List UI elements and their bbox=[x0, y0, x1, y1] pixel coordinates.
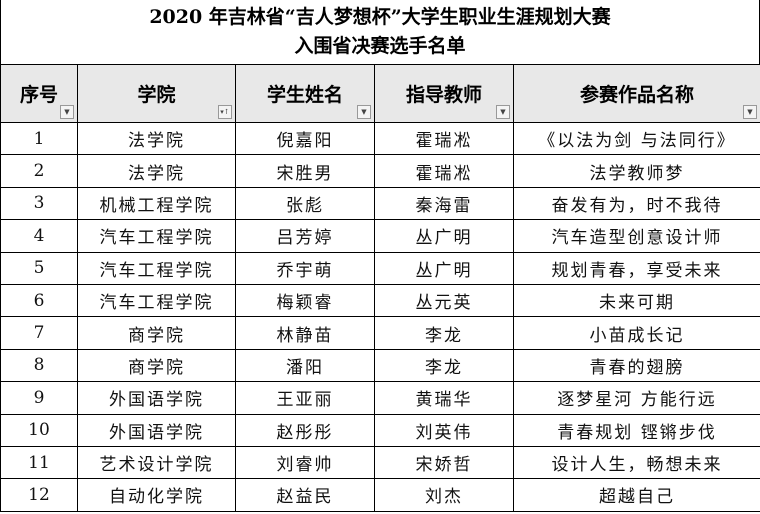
sort-filter-icon[interactable]: ▾↑ bbox=[218, 105, 232, 119]
cell-col-index[interactable]: 8 bbox=[0, 348, 78, 383]
cell-col-index[interactable]: 2 bbox=[0, 154, 78, 188]
header-col-advisor: 指导教师 ▼ bbox=[374, 64, 514, 123]
cell-col-index[interactable]: 1 bbox=[0, 121, 78, 156]
table-row: 1 法学院 倪嘉阳 霍瑞凇 《以法为剑 与法同行》 bbox=[0, 121, 760, 156]
table-row: 2 法学院 宋胜男 霍瑞凇 法学教师梦 bbox=[0, 154, 760, 188]
header-col-index: 序号 ▼ bbox=[0, 64, 78, 123]
table-row: 5 汽车工程学院 乔宇萌 丛广明 规划青春，享受未来 bbox=[0, 251, 760, 285]
cell-col-index[interactable]: 9 bbox=[0, 381, 78, 415]
cell-col-advisor[interactable]: 秦海雷 bbox=[374, 186, 514, 221]
cell-col-advisor[interactable]: 霍瑞凇 bbox=[374, 154, 514, 188]
table-row: 3 机械工程学院 张彪 秦海雷 奋发有为，时不我待 bbox=[0, 186, 760, 221]
cell-col-advisor[interactable]: 丛元英 bbox=[374, 283, 514, 318]
cell-col-student[interactable]: 张彪 bbox=[235, 186, 375, 221]
cell-col-advisor[interactable]: 李龙 bbox=[374, 316, 514, 350]
cell-col-work[interactable]: 逐梦星河 方能行远 bbox=[513, 381, 760, 415]
cell-col-college[interactable]: 汽车工程学院 bbox=[77, 219, 236, 253]
header-row: 序号 ▼ 学院 ▾↑ 学生姓名 ▼ 指导教师 ▼ 参赛作品名称 ▼ bbox=[0, 64, 760, 123]
table-row: 4 汽车工程学院 吕芳婷 丛广明 汽车造型创意设计师 bbox=[0, 219, 760, 253]
cell-col-college[interactable]: 自动化学院 bbox=[77, 478, 236, 512]
cell-col-student[interactable]: 倪嘉阳 bbox=[235, 121, 375, 156]
header-label: 学生姓名 bbox=[266, 84, 343, 106]
header-label: 序号 bbox=[19, 84, 58, 106]
header-col-student: 学生姓名 ▼ bbox=[235, 64, 375, 123]
cell-col-advisor[interactable]: 李龙 bbox=[374, 348, 514, 383]
cell-col-student[interactable]: 赵彤彤 bbox=[235, 413, 375, 447]
cell-col-advisor[interactable]: 刘杰 bbox=[374, 478, 514, 512]
cell-col-work[interactable]: 设计人生，畅想未来 bbox=[513, 445, 760, 480]
cell-col-index[interactable]: 10 bbox=[0, 413, 78, 447]
cell-col-student[interactable]: 潘阳 bbox=[235, 348, 375, 383]
dropdown-arrow-icon[interactable]: ▼ bbox=[496, 105, 510, 119]
cell-col-college[interactable]: 商学院 bbox=[77, 316, 236, 350]
cell-col-advisor[interactable]: 宋娇哲 bbox=[374, 445, 514, 480]
cell-col-work[interactable]: 规划青春，享受未来 bbox=[513, 251, 760, 285]
cell-col-college[interactable]: 法学院 bbox=[77, 121, 236, 156]
cell-col-index[interactable]: 12 bbox=[0, 478, 78, 512]
cell-col-college[interactable]: 外国语学院 bbox=[77, 413, 236, 447]
table-row: 6 汽车工程学院 梅颖睿 丛元英 未来可期 bbox=[0, 283, 760, 318]
cell-col-index[interactable]: 3 bbox=[0, 186, 78, 221]
cell-col-index[interactable]: 4 bbox=[0, 219, 78, 253]
header-col-work: 参赛作品名称 ▼ bbox=[513, 64, 760, 123]
cell-col-college[interactable]: 艺术设计学院 bbox=[77, 445, 236, 480]
table-row: 11 艺术设计学院 刘睿帅 宋娇哲 设计人生，畅想未来 bbox=[0, 445, 760, 480]
cell-col-work[interactable]: 奋发有为，时不我待 bbox=[513, 186, 760, 221]
header-col-college: 学院 ▾↑ bbox=[77, 64, 236, 123]
cell-col-work[interactable]: 青春规划 铿锵步伐 bbox=[513, 413, 760, 447]
cell-col-student[interactable]: 赵益民 bbox=[235, 478, 375, 512]
cell-col-work[interactable]: 法学教师梦 bbox=[513, 154, 760, 188]
cell-col-student[interactable]: 林静苗 bbox=[235, 316, 375, 350]
cell-col-index[interactable]: 6 bbox=[0, 283, 78, 318]
cell-col-college[interactable]: 汽车工程学院 bbox=[77, 251, 236, 285]
title-line-1: 2020 年吉林省“吉人梦想杯”大学生职业生涯规划大赛 bbox=[149, 6, 611, 28]
cell-col-advisor[interactable]: 丛广明 bbox=[374, 251, 514, 285]
dropdown-arrow-icon[interactable]: ▼ bbox=[357, 105, 371, 119]
finalist-table: 序号 ▼ 学院 ▾↑ 学生姓名 ▼ 指导教师 ▼ 参赛作品名称 ▼ 1 法学院 倪嘉阳 霍瑞凇 《以法为剑… bbox=[0, 64, 760, 512]
cell-col-work[interactable]: 《以法为剑 与法同行》 bbox=[513, 121, 760, 156]
table-row: 8 商学院 潘阳 李龙 青春的翅膀 bbox=[0, 348, 760, 383]
table-row: 9 外国语学院 王亚丽 黄瑞华 逐梦星河 方能行远 bbox=[0, 381, 760, 415]
sheet-title: 2020 年吉林省“吉人梦想杯”大学生职业生涯规划大赛 入围省决赛选手名单 bbox=[0, 0, 760, 64]
cell-col-student[interactable]: 吕芳婷 bbox=[235, 219, 375, 253]
dropdown-arrow-icon[interactable]: ▼ bbox=[60, 105, 74, 119]
cell-col-work[interactable]: 青春的翅膀 bbox=[513, 348, 760, 383]
cell-col-work[interactable]: 超越自己 bbox=[513, 478, 760, 512]
cell-col-student[interactable]: 宋胜男 bbox=[235, 154, 375, 188]
cell-col-advisor[interactable]: 黄瑞华 bbox=[374, 381, 514, 415]
table-row: 7 商学院 林静苗 李龙 小苗成长记 bbox=[0, 316, 760, 350]
cell-col-college[interactable]: 汽车工程学院 bbox=[77, 283, 236, 318]
header-label: 参赛作品名称 bbox=[579, 84, 694, 106]
cell-col-student[interactable]: 王亚丽 bbox=[235, 381, 375, 415]
cell-col-index[interactable]: 11 bbox=[0, 445, 78, 480]
cell-col-work[interactable]: 汽车造型创意设计师 bbox=[513, 219, 760, 253]
table-row: 10 外国语学院 赵彤彤 刘英伟 青春规划 铿锵步伐 bbox=[0, 413, 760, 447]
header-label: 学院 bbox=[137, 84, 176, 106]
cell-col-college[interactable]: 商学院 bbox=[77, 348, 236, 383]
cell-col-college[interactable]: 机械工程学院 bbox=[77, 186, 236, 221]
cell-col-advisor[interactable]: 霍瑞凇 bbox=[374, 121, 514, 156]
cell-col-college[interactable]: 法学院 bbox=[77, 154, 236, 188]
dropdown-arrow-icon[interactable]: ▼ bbox=[743, 105, 757, 119]
cell-col-college[interactable]: 外国语学院 bbox=[77, 381, 236, 415]
table-row: 12 自动化学院 赵益民 刘杰 超越自己 bbox=[0, 478, 760, 512]
cell-col-work[interactable]: 未来可期 bbox=[513, 283, 760, 318]
cell-col-advisor[interactable]: 刘英伟 bbox=[374, 413, 514, 447]
cell-col-student[interactable]: 梅颖睿 bbox=[235, 283, 375, 318]
cell-col-index[interactable]: 5 bbox=[0, 251, 78, 285]
header-label: 指导教师 bbox=[405, 84, 482, 106]
cell-col-advisor[interactable]: 丛广明 bbox=[374, 219, 514, 253]
cell-col-student[interactable]: 乔宇萌 bbox=[235, 251, 375, 285]
cell-col-work[interactable]: 小苗成长记 bbox=[513, 316, 760, 350]
title-line-2: 入围省决赛选手名单 bbox=[294, 35, 466, 57]
cell-col-index[interactable]: 7 bbox=[0, 316, 78, 350]
cell-col-student[interactable]: 刘睿帅 bbox=[235, 445, 375, 480]
